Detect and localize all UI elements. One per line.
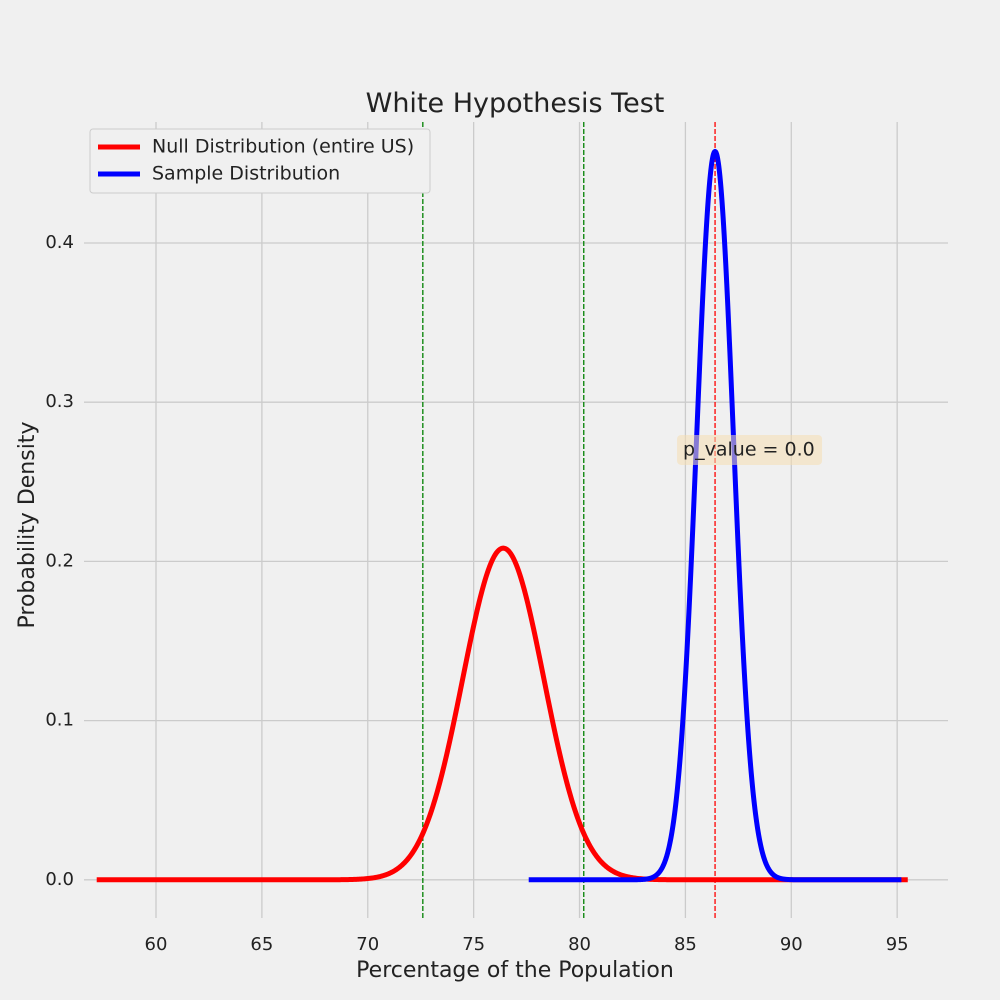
x-axis-label: Percentage of the Population	[356, 958, 674, 983]
legend-label: Sample Distribution	[152, 163, 340, 185]
series-line-2	[526, 148, 904, 883]
y-tick-label: 0.4	[45, 232, 74, 253]
x-tick-label: 95	[886, 934, 909, 955]
series-line-1	[95, 545, 910, 883]
annotation: p_value = 0.0	[677, 434, 823, 465]
legend-frame	[89, 128, 431, 194]
y-tick-label: 0.0	[45, 869, 74, 890]
x-tick-label: 65	[250, 934, 273, 955]
x-tick-label: 85	[674, 934, 697, 955]
annotation-text: p_value = 0.0	[683, 438, 815, 460]
x-tick-label: 90	[780, 934, 803, 955]
y-tick-label: 0.2	[45, 550, 74, 571]
axis-ticks: 60 65 70 75 80 85 90 95 0.0 0.1 0.2 0.3 0.4	[45, 232, 908, 955]
x-tick-label: 60	[145, 934, 168, 955]
chart-title: White Hypothesis Test	[366, 88, 665, 119]
legend-label: Null Distribution (entire US)	[152, 136, 414, 158]
series-lines	[95, 148, 910, 883]
x-tick-label: 80	[568, 934, 591, 955]
legend: Null Distribution (entire US) Sample Dist…	[89, 128, 431, 194]
y-tick-label: 0.3	[45, 391, 74, 412]
x-tick-label: 75	[462, 934, 485, 955]
x-tick-label: 70	[356, 934, 379, 955]
annotation-box	[677, 434, 823, 465]
y-tick-label: 0.1	[45, 710, 74, 731]
y-axis-label: Probability Density	[15, 422, 40, 629]
